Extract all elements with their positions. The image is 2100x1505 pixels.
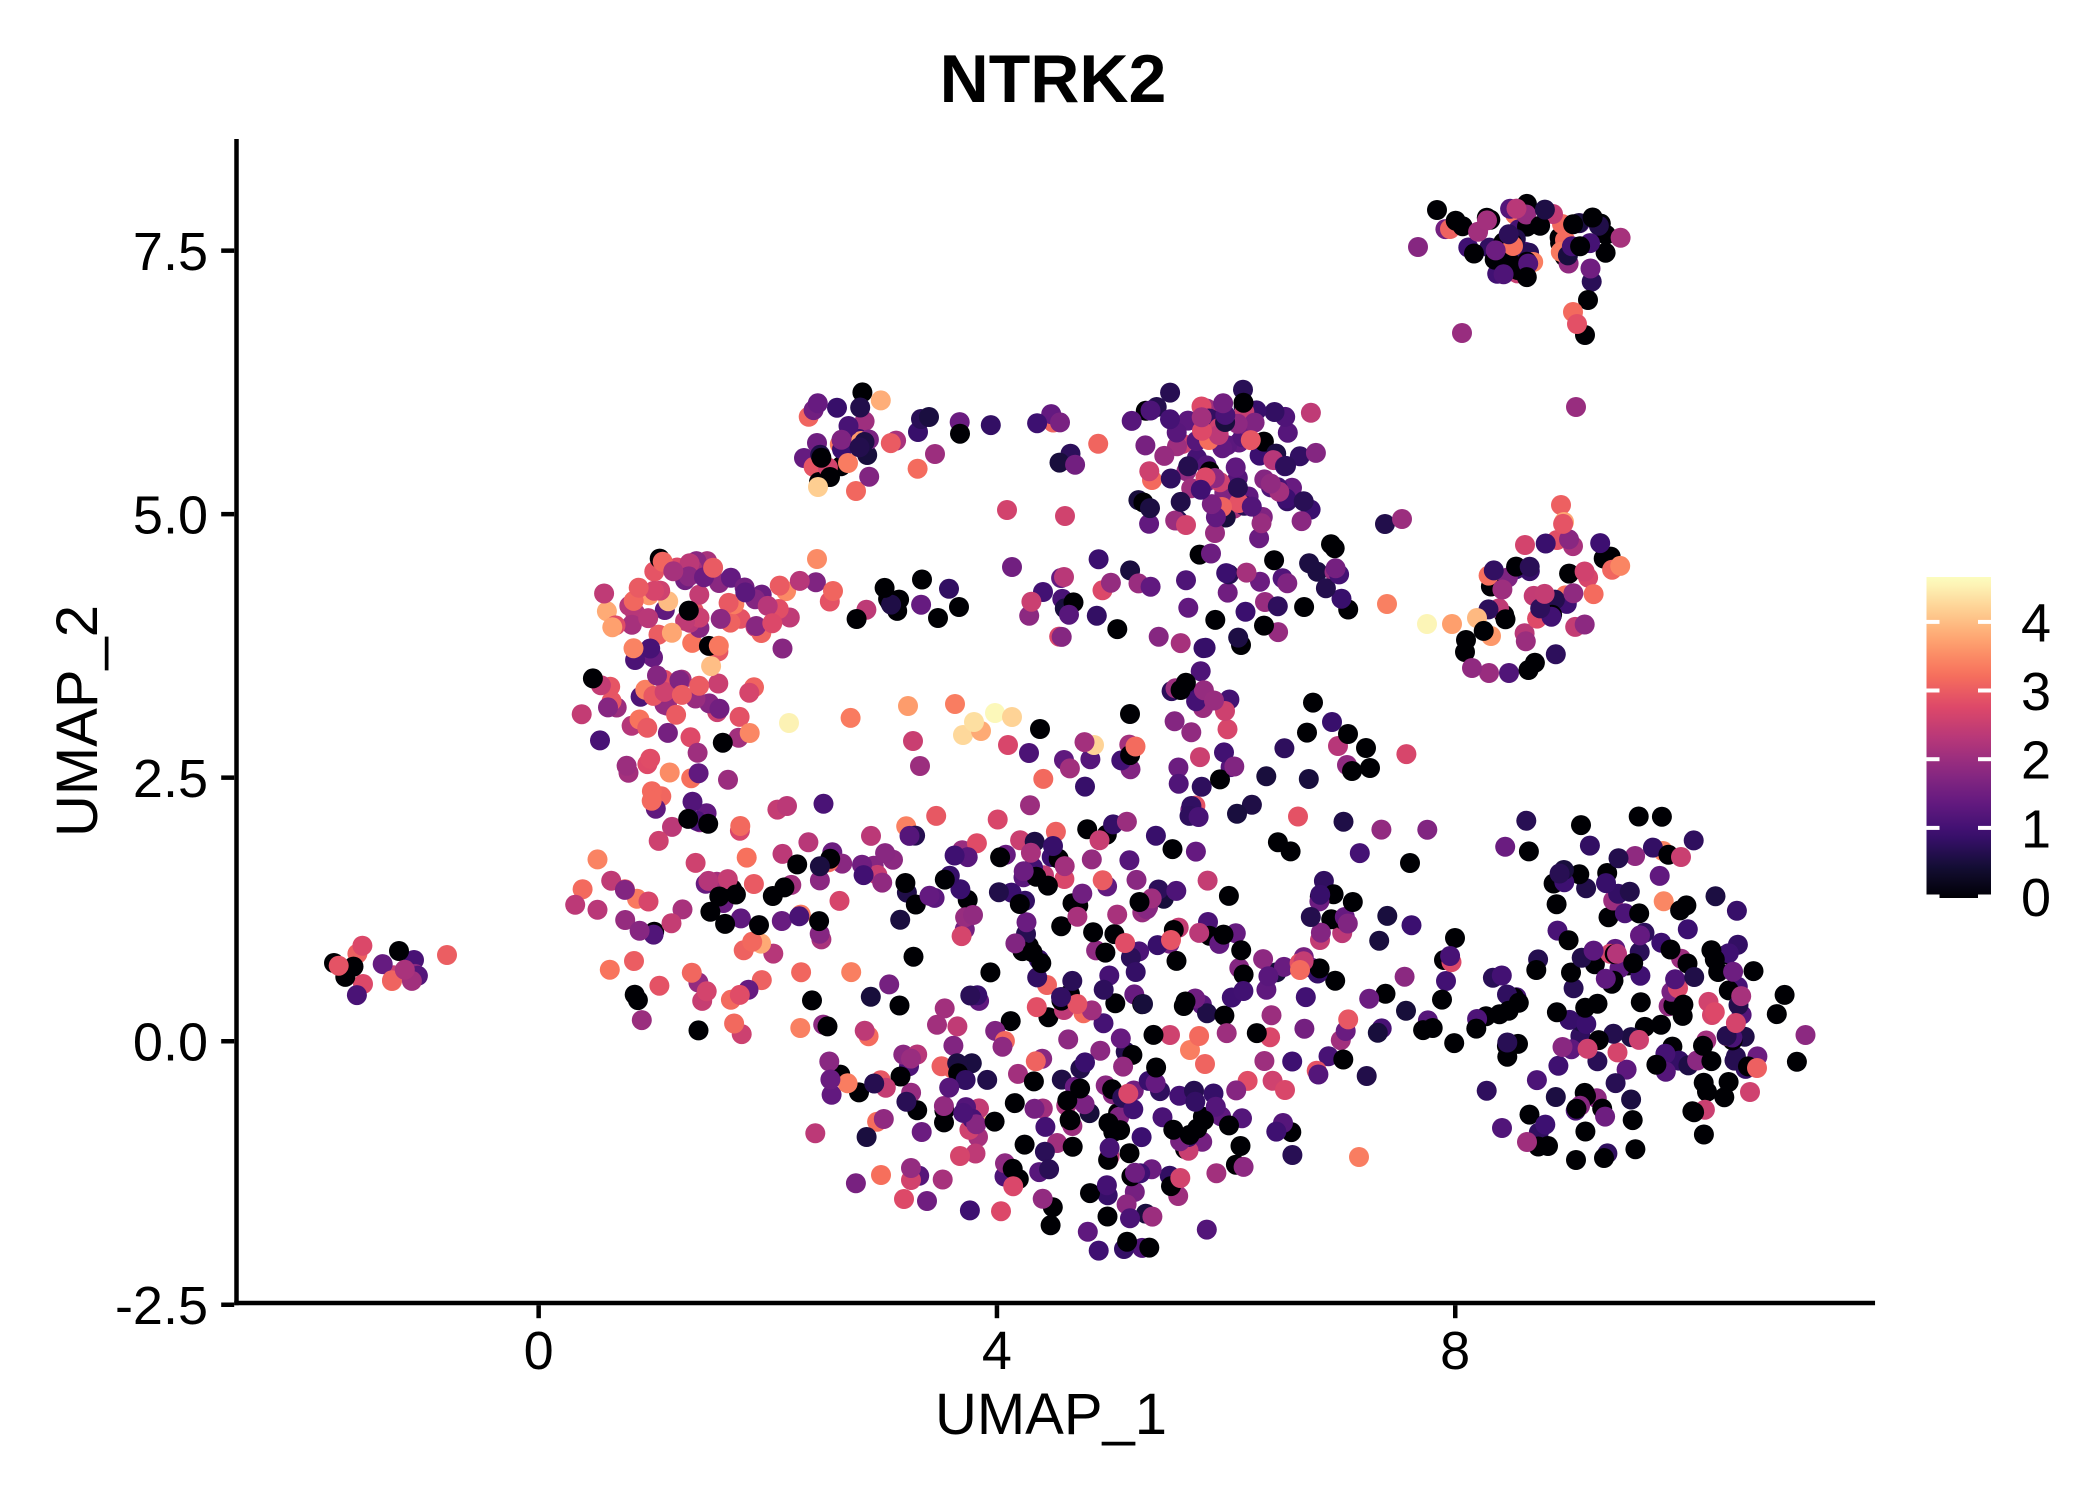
svg-text:0: 0 (524, 1321, 554, 1381)
svg-text:2.5: 2.5 (133, 749, 208, 809)
svg-text:3: 3 (2021, 662, 2051, 722)
svg-text:-2.5: -2.5 (115, 1276, 208, 1336)
svg-text:1: 1 (2021, 799, 2051, 859)
svg-text:NTRK2: NTRK2 (940, 41, 1167, 117)
svg-text:0.0: 0.0 (133, 1013, 208, 1073)
svg-text:5.0: 5.0 (133, 486, 208, 546)
svg-text:4: 4 (982, 1321, 1012, 1381)
svg-text:0: 0 (2021, 868, 2051, 928)
svg-text:UMAP_2: UMAP_2 (45, 605, 110, 837)
svg-text:4: 4 (2021, 593, 2051, 653)
svg-text:UMAP_1: UMAP_1 (935, 1382, 1167, 1447)
svg-text:2: 2 (2021, 731, 2051, 791)
svg-text:7.5: 7.5 (133, 222, 208, 282)
svg-text:8: 8 (1440, 1321, 1470, 1381)
